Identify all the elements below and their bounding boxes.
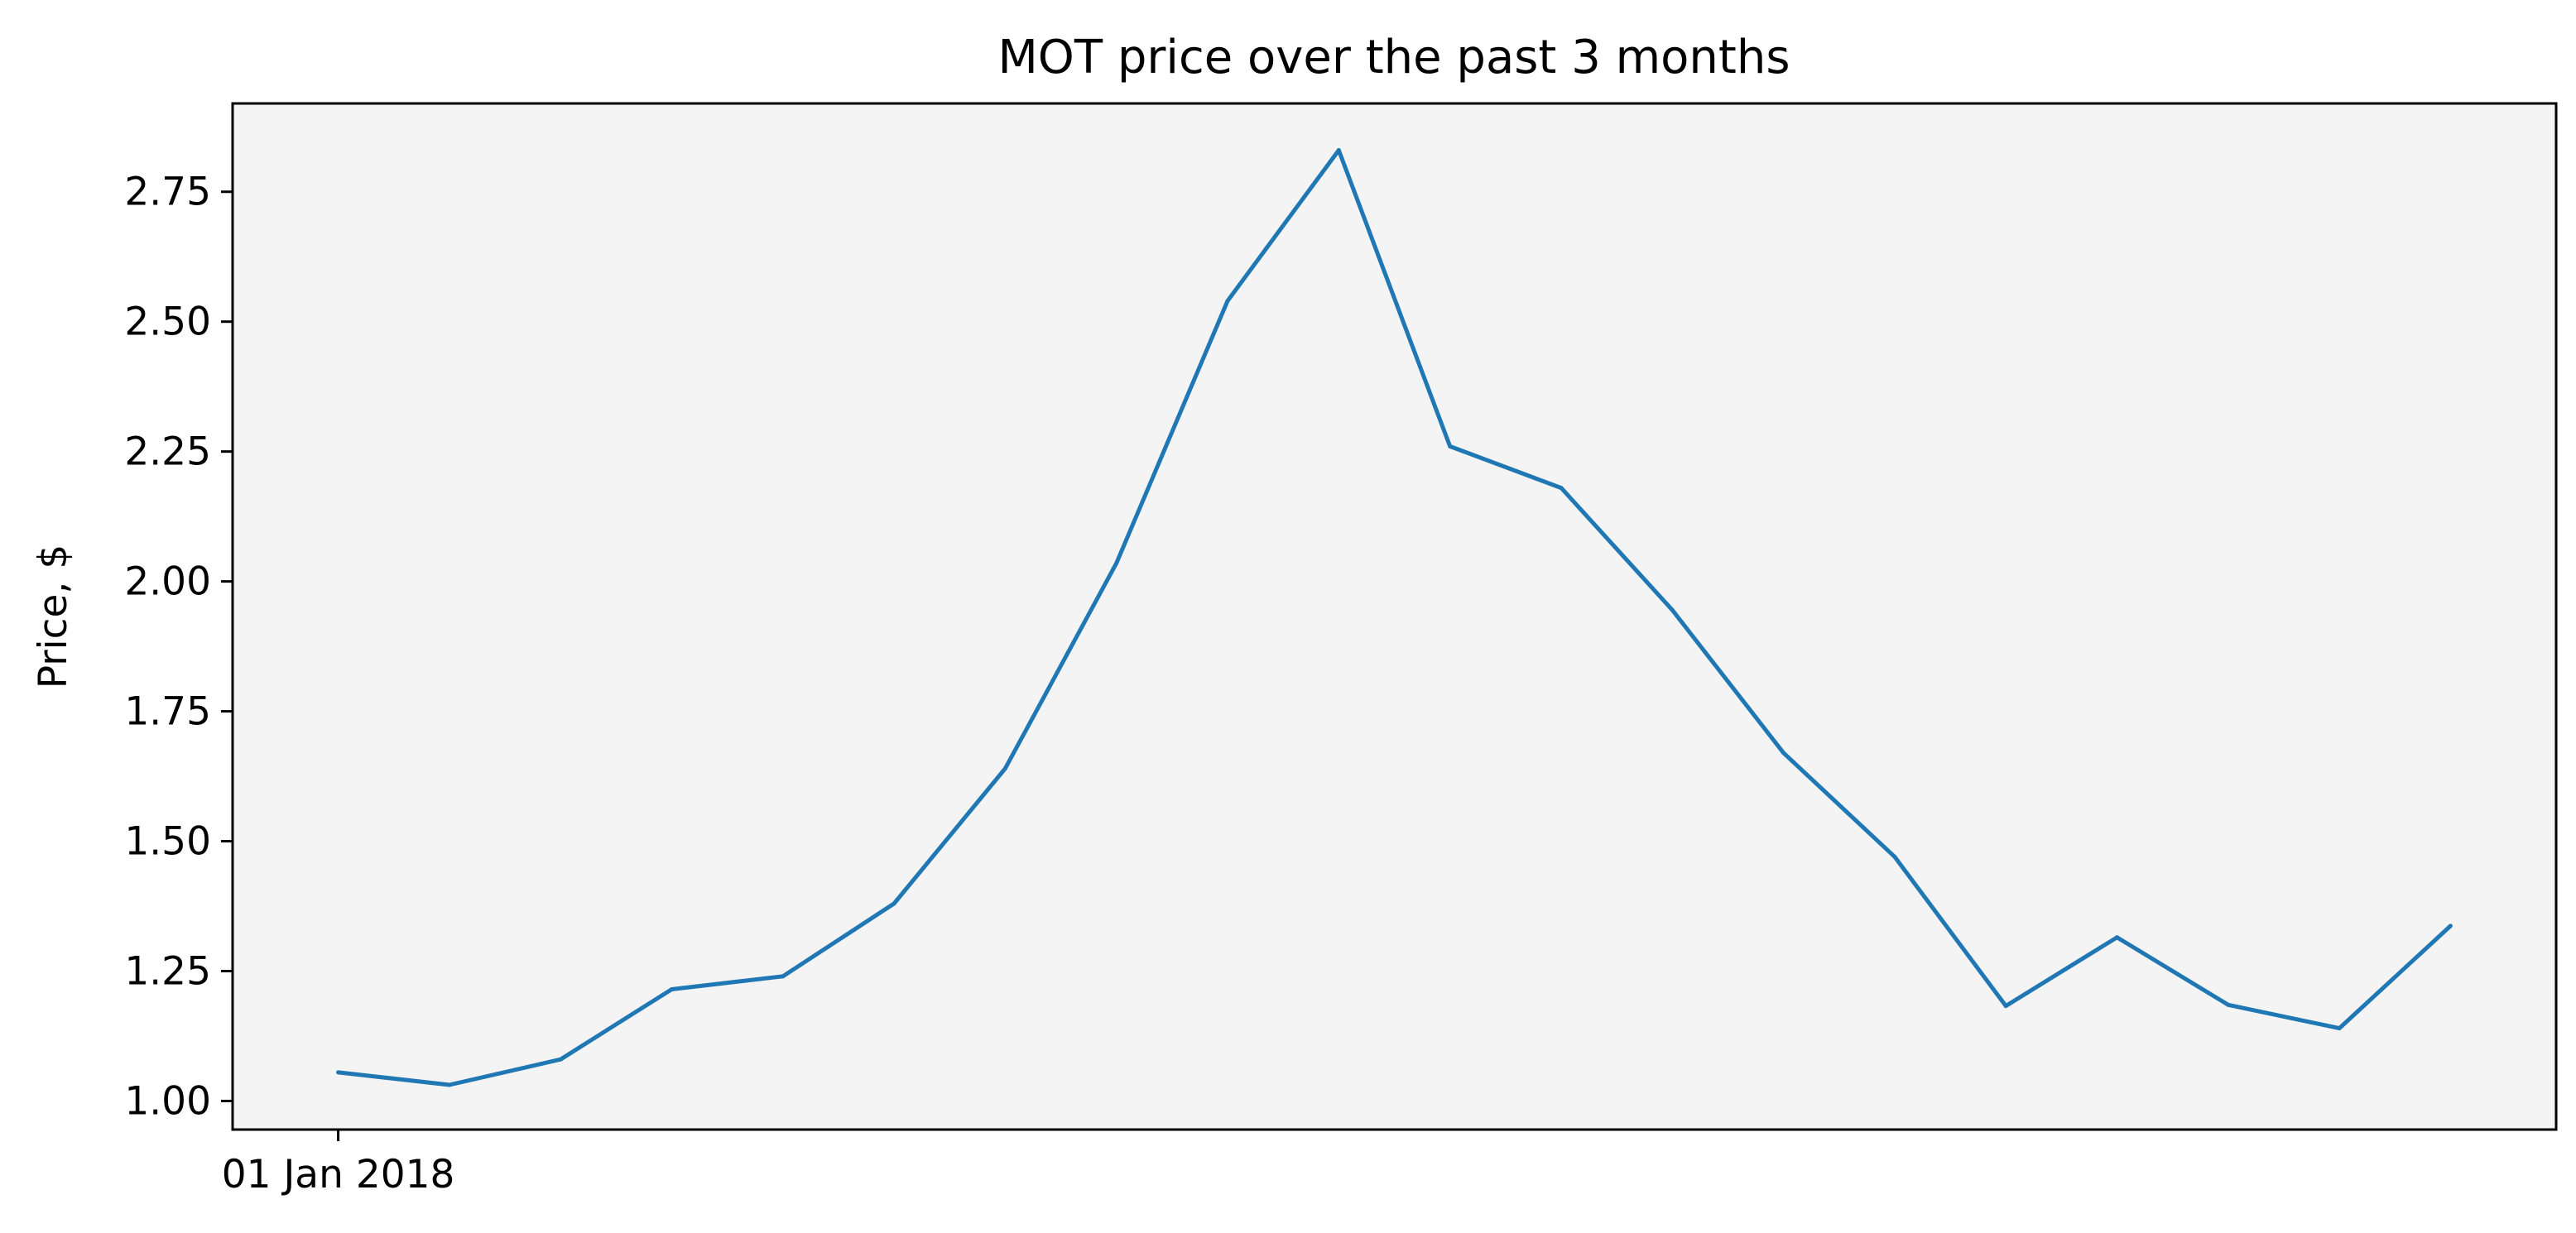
y-tick-label: 1.75 bbox=[124, 689, 211, 735]
y-tick-label: 1.00 bbox=[124, 1078, 211, 1124]
data-point bbox=[2448, 924, 2453, 928]
data-point bbox=[781, 974, 786, 979]
plot-area bbox=[233, 103, 2556, 1130]
data-point bbox=[2337, 1026, 2342, 1031]
data-point bbox=[1781, 751, 1786, 756]
x-axis: 01 Jan 2018 bbox=[222, 1130, 455, 1197]
data-point bbox=[336, 1070, 341, 1075]
data-point bbox=[1002, 766, 1007, 771]
y-tick-label: 1.50 bbox=[124, 819, 211, 865]
data-point bbox=[2226, 1002, 2231, 1007]
y-tick-label: 2.75 bbox=[124, 170, 211, 215]
x-tick-label: 01 Jan 2018 bbox=[222, 1152, 455, 1197]
data-point bbox=[1448, 444, 1453, 449]
data-point bbox=[558, 1057, 563, 1062]
data-point bbox=[1670, 607, 1675, 612]
data-point bbox=[1114, 561, 1119, 566]
series-line-0 bbox=[338, 148, 2453, 1087]
data-point bbox=[1559, 486, 1564, 491]
data-point bbox=[447, 1082, 452, 1087]
data-point bbox=[2115, 935, 2119, 940]
plot-frame bbox=[231, 102, 2558, 1131]
chart-title: MOT price over the past 3 months bbox=[997, 31, 1790, 84]
y-axis-label: Price, $ bbox=[31, 545, 76, 688]
y-tick-label: 2.25 bbox=[124, 429, 211, 475]
data-point bbox=[1336, 148, 1341, 152]
data-point bbox=[670, 987, 674, 991]
data-point bbox=[1892, 854, 1897, 859]
y-tick-label: 2.50 bbox=[124, 300, 211, 345]
y-tick-label: 1.25 bbox=[124, 949, 211, 995]
series-layer bbox=[336, 148, 2453, 1087]
data-point bbox=[1225, 299, 1230, 304]
data-point bbox=[892, 901, 896, 906]
y-tick-label: 2.00 bbox=[124, 559, 211, 605]
y-axis: 1.00 1.25 1.50 1.75 2.00 2.25 2.50 2.75 bbox=[124, 170, 233, 1124]
data-point bbox=[2003, 1004, 2008, 1009]
